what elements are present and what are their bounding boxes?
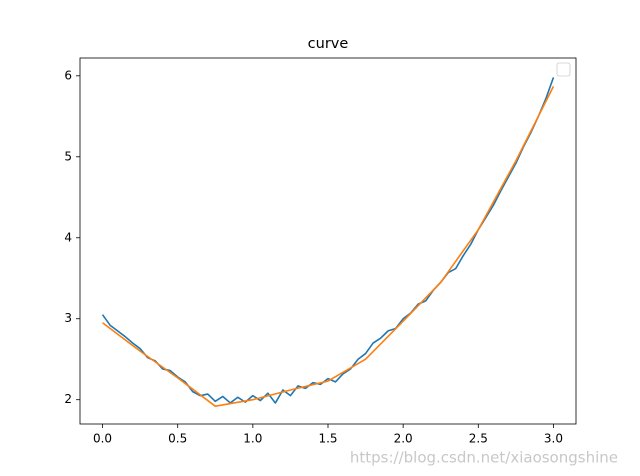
series-line	[102, 85, 555, 407]
axes-frame	[79, 57, 577, 425]
y-tick-label: 2	[64, 392, 72, 406]
y-tick-label: 6	[64, 68, 72, 82]
y-tick-label: 5	[64, 149, 72, 163]
x-tick-label: 2.0	[394, 432, 413, 446]
y-tick-label: 4	[64, 230, 72, 244]
series-line	[101, 77, 555, 404]
watermark: https://blog.csdn.net/xiaosongshine	[350, 449, 618, 467]
x-tick-label: 0.0	[93, 432, 112, 446]
x-tick-label: 1.0	[243, 432, 262, 446]
x-tick-label: 2.5	[469, 432, 488, 446]
legend-box	[556, 62, 571, 77]
x-tick-label: 0.5	[168, 432, 187, 446]
x-tick-label: 3.0	[544, 432, 563, 446]
chart-title: curve	[308, 36, 349, 52]
y-tick-label: 3	[64, 311, 72, 325]
x-tick-label: 1.5	[318, 432, 337, 446]
